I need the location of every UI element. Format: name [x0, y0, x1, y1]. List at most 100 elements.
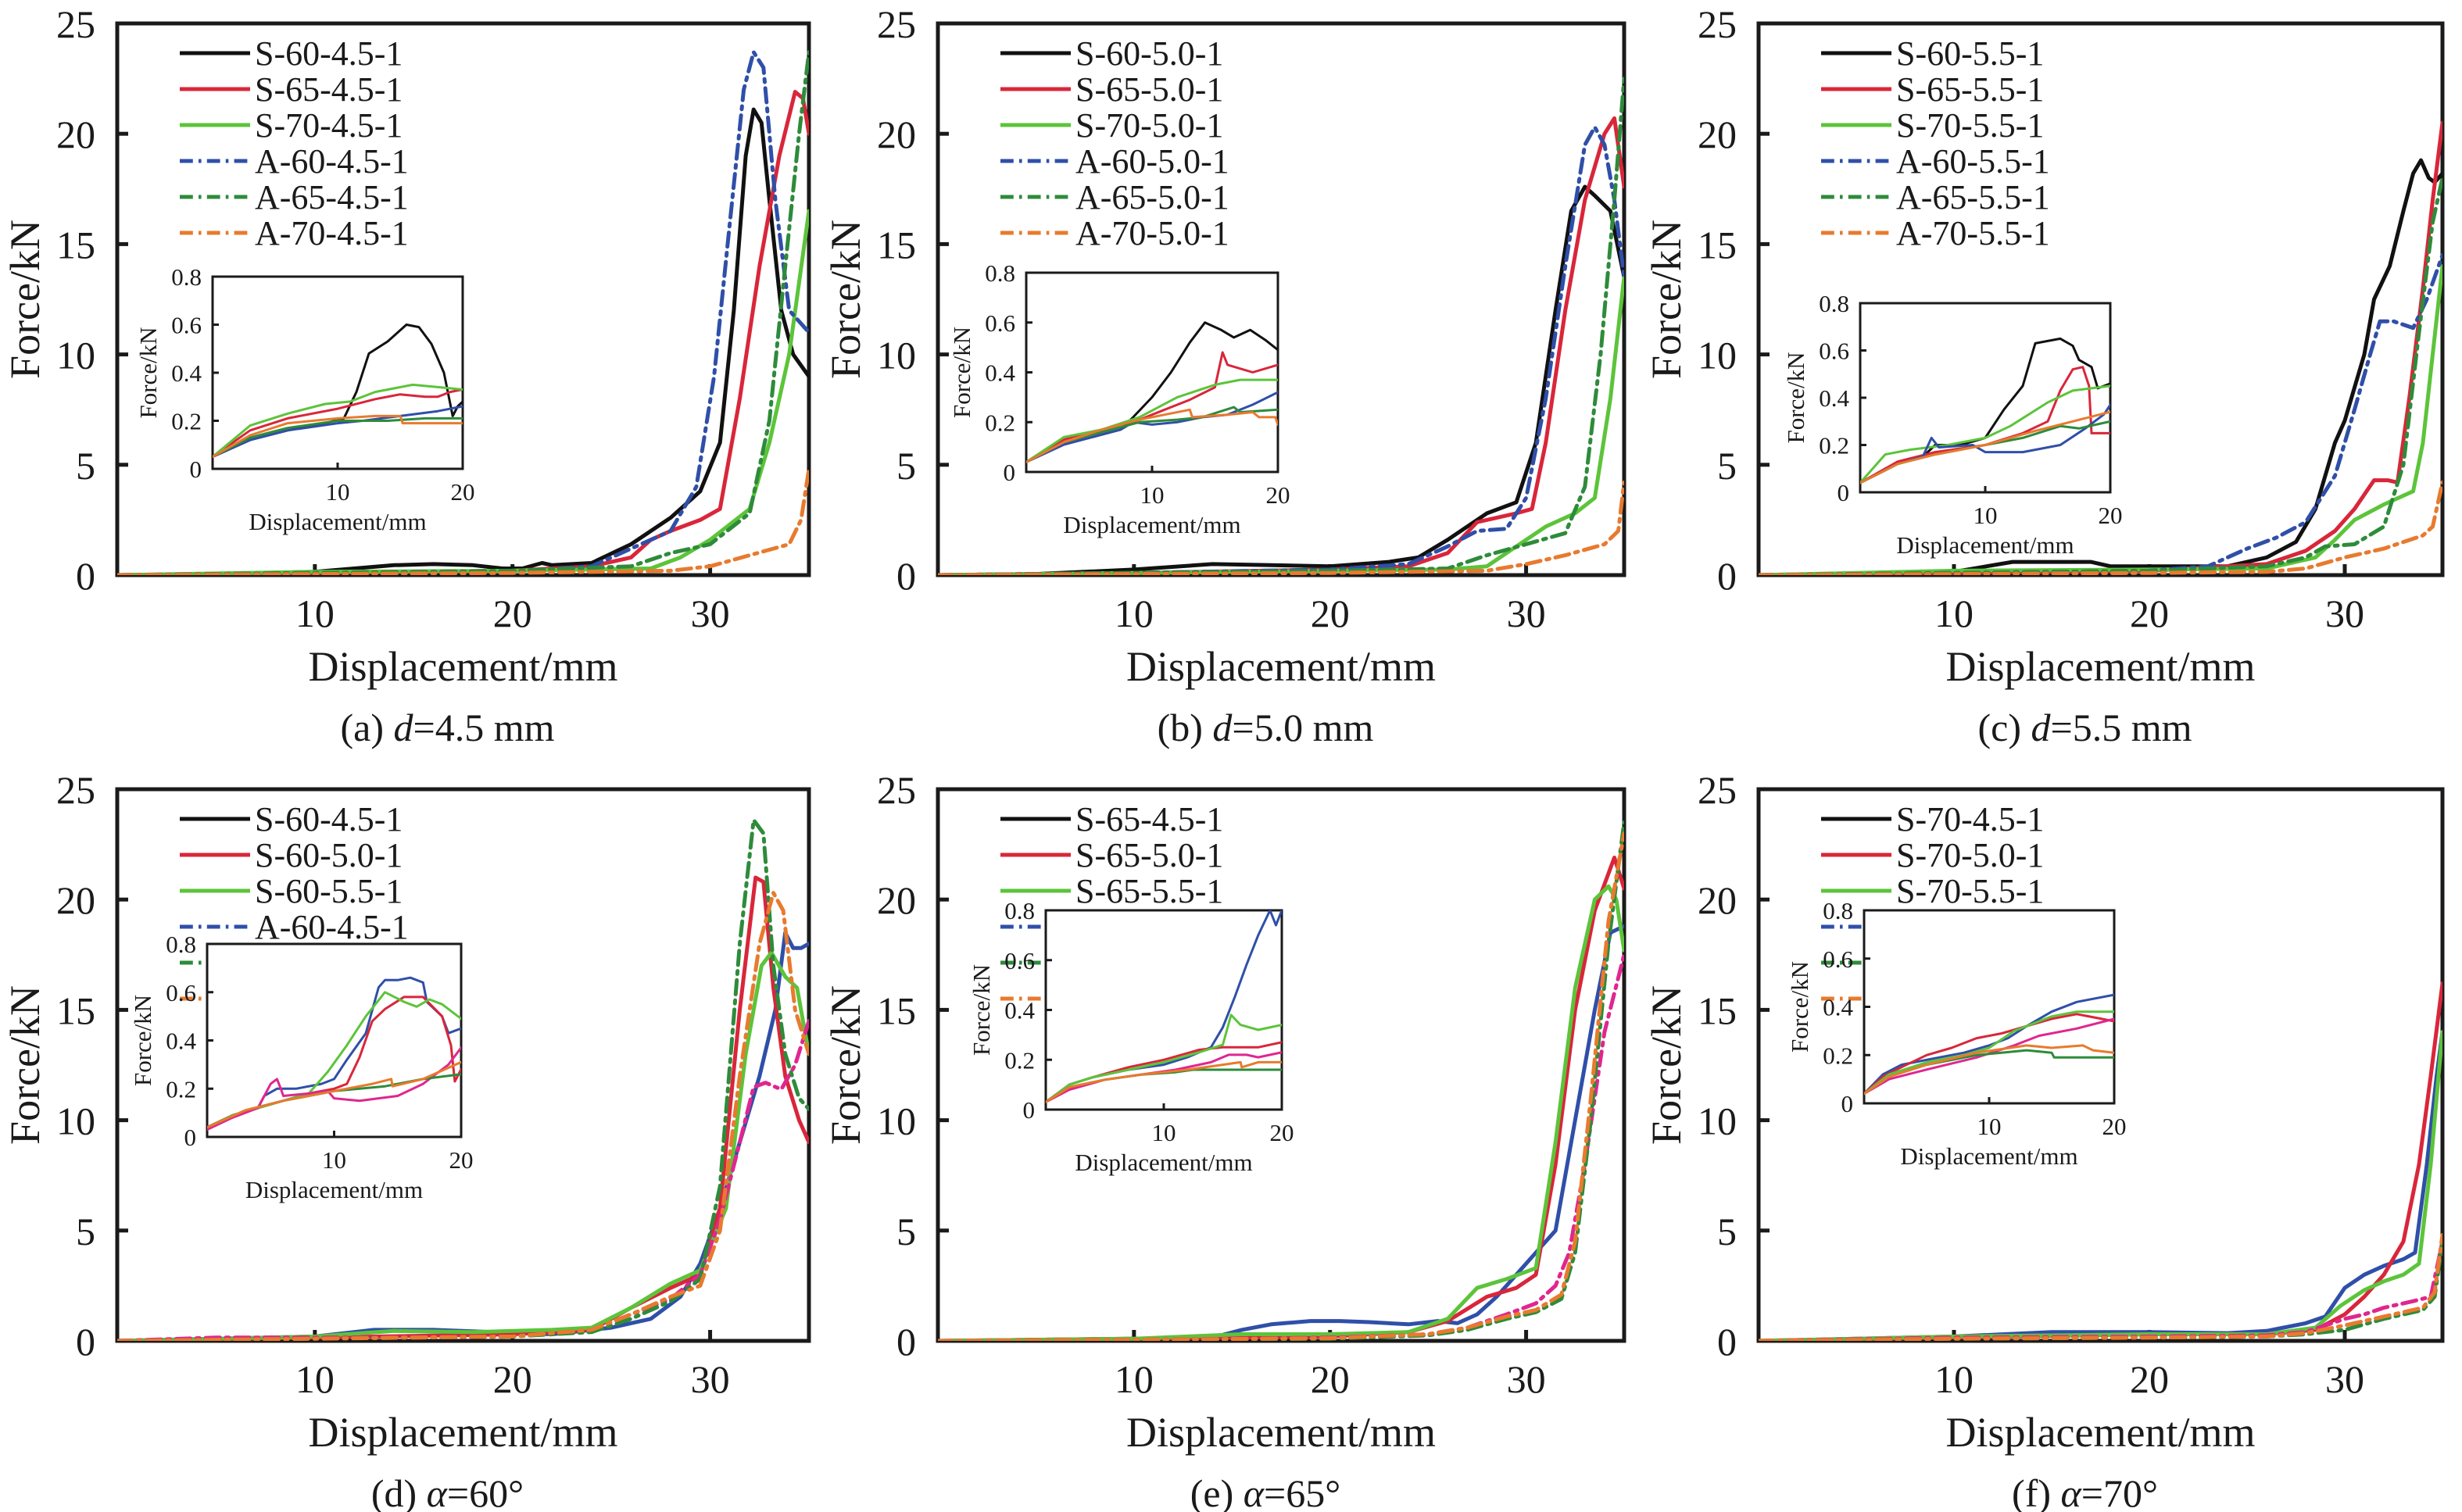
inset-y-tick-label: 0.8: [1823, 897, 1853, 924]
inset-x-tick-label: 10: [1974, 502, 1998, 529]
x-axis-title: Displacement/mm: [309, 1409, 618, 1456]
legend-label: A-60-4.5-1: [255, 142, 409, 181]
x-tick-label: 10: [1115, 592, 1154, 635]
y-tick-label: 10: [56, 334, 95, 377]
inset-series-line: [213, 383, 463, 459]
inset-series-line: [213, 388, 463, 459]
legend-item: A-65-5.5-1: [1821, 178, 2050, 216]
inset-y-tick-label: 0.6: [166, 979, 196, 1006]
legend-item: A-60-4.5-1: [180, 142, 409, 181]
inset-series-line: [207, 1060, 461, 1129]
legend-item: S-60-5.5-1: [180, 872, 403, 910]
inset-y-tick-label: 0.4: [1004, 997, 1035, 1024]
y-tick-label: 25: [1698, 2, 1737, 46]
inset-series-line: [207, 1046, 461, 1131]
inset-y-tick-label: 0: [1841, 1090, 1854, 1117]
legend-label: S-65-5.0-1: [1075, 836, 1223, 874]
inset-chart: 10 20 0 0.2 0.4 0.6 0.8 Displacement/mm Force/kN: [968, 897, 1294, 1176]
inset-series-line: [1864, 1044, 2114, 1096]
panel-a: 10 20 30 0 5 10 15 20 25 Displacement/mm Force/kN S…: [2, 2, 811, 749]
legend-item: S-60-4.5-1: [180, 800, 403, 838]
y-tick-label: 0: [76, 554, 95, 598]
inset-series-line: [1864, 1010, 2114, 1096]
legend-label: S-65-5.5-1: [1075, 872, 1223, 910]
inset-y-axis-title: Force/kN: [1786, 961, 1813, 1053]
caption-variable: α: [2061, 1471, 2083, 1512]
inset-x-tick-label: 20: [2102, 1113, 2127, 1140]
inset-y-tick-label: 0.8: [985, 259, 1015, 287]
x-tick-label: 10: [1934, 592, 1974, 635]
y-tick-label: 5: [76, 1210, 95, 1253]
y-axis-title: Force/kN: [2, 985, 48, 1145]
x-tick-label: 30: [691, 1357, 730, 1401]
caption-value: =70°: [2081, 1471, 2158, 1512]
series-line: [938, 831, 1624, 1341]
y-tick-label: 0: [1717, 1320, 1737, 1364]
x-tick-label: 10: [295, 1357, 335, 1401]
inset-series-line: [1026, 391, 1278, 463]
legend-label: A-65-4.5-1: [255, 178, 409, 216]
legend: S-60-4.5-1S-65-4.5-1S-70-4.5-1A-60-4.5-1…: [180, 34, 409, 252]
x-tick-label: 10: [295, 592, 335, 635]
x-tick-label: 30: [2325, 592, 2364, 635]
inset-y-axis-title: Force/kN: [1782, 352, 1809, 443]
caption-prefix: (c): [1978, 706, 2031, 749]
legend-item: A-70-5.5-1: [1821, 214, 2050, 252]
legend-item: A-60-5.0-1: [1000, 142, 1229, 181]
legend-item: S-70-4.5-1: [1821, 800, 2044, 838]
caption-value: =60°: [447, 1471, 524, 1512]
inset-y-tick-label: 0.6: [1819, 338, 1849, 365]
panel-f: 10 20 30 0 5 10 15 20 25 Displacement/mm Force/kN S…: [1643, 768, 2445, 1512]
series-line: [938, 480, 1624, 575]
inset-y-tick-label: 0.2: [1823, 1042, 1853, 1069]
legend-label: S-65-5.5-1: [1896, 70, 2044, 109]
legend-label: S-60-5.5-1: [255, 872, 403, 910]
legend-label: S-60-4.5-1: [255, 34, 403, 73]
legend-item: S-70-4.5-1: [180, 106, 403, 145]
caption-variable: α: [1244, 1471, 1265, 1512]
x-tick-label: 20: [2130, 1357, 2169, 1401]
x-tick-label: 20: [493, 592, 532, 635]
series-line: [1759, 480, 2442, 575]
inset-y-tick-label: 0.6: [171, 312, 202, 339]
x-tick-label: 30: [1507, 592, 1546, 635]
legend-item: S-70-5.0-1: [1821, 836, 2044, 874]
legend-label: A-60-5.0-1: [1075, 142, 1229, 181]
y-axis-title: Force/kN: [1643, 220, 1690, 379]
legend-label: S-70-4.5-1: [1896, 800, 2044, 838]
legend-item: A-60-4.5-1: [180, 908, 409, 946]
legend-label: A-65-5.5-1: [1896, 178, 2050, 216]
y-tick-label: 15: [56, 223, 95, 266]
y-axis-title: Force/kN: [2, 220, 48, 379]
y-tick-label: 0: [896, 554, 916, 598]
y-tick-label: 25: [877, 2, 916, 46]
series-line: [1759, 1030, 2442, 1341]
inset-y-tick-label: 0.4: [985, 359, 1015, 387]
y-tick-label: 0: [76, 1320, 95, 1364]
series-line: [1759, 253, 2442, 575]
x-tick-label: 30: [1507, 1357, 1546, 1401]
y-axis-title: Force/kN: [822, 220, 869, 379]
caption-prefix: (b): [1158, 706, 1213, 749]
legend-item: S-60-4.5-1: [180, 34, 403, 73]
inset-y-tick-label: 0: [184, 1124, 197, 1151]
panel-c: 10 20 30 0 5 10 15 20 25 Displacement/mm Force/kN S…: [1643, 2, 2445, 749]
legend-item: S-65-5.5-1: [1821, 70, 2044, 109]
inset-y-axis-title: Force/kN: [968, 964, 995, 1056]
legend-label: S-70-4.5-1: [255, 106, 403, 145]
legend-label: A-70-5.0-1: [1075, 214, 1229, 252]
y-tick-label: 25: [56, 2, 95, 46]
legend-item: S-65-5.0-1: [1000, 836, 1223, 874]
legend-label: S-65-4.5-1: [255, 70, 403, 109]
legend-item: S-60-5.5-1: [1821, 34, 2044, 73]
inset-x-axis-title: Displacement/mm: [245, 1176, 423, 1203]
series-line: [1759, 158, 2442, 575]
x-axis-title: Displacement/mm: [1126, 643, 1436, 690]
inset-y-tick-label: 0.4: [1819, 384, 1849, 412]
y-tick-label: 5: [896, 444, 916, 488]
legend-label: S-65-4.5-1: [1075, 800, 1223, 838]
inset-series-line: [213, 405, 463, 459]
panel-caption: (b) d=5.0 mm: [1158, 706, 1374, 749]
caption-prefix: (a): [341, 706, 394, 749]
